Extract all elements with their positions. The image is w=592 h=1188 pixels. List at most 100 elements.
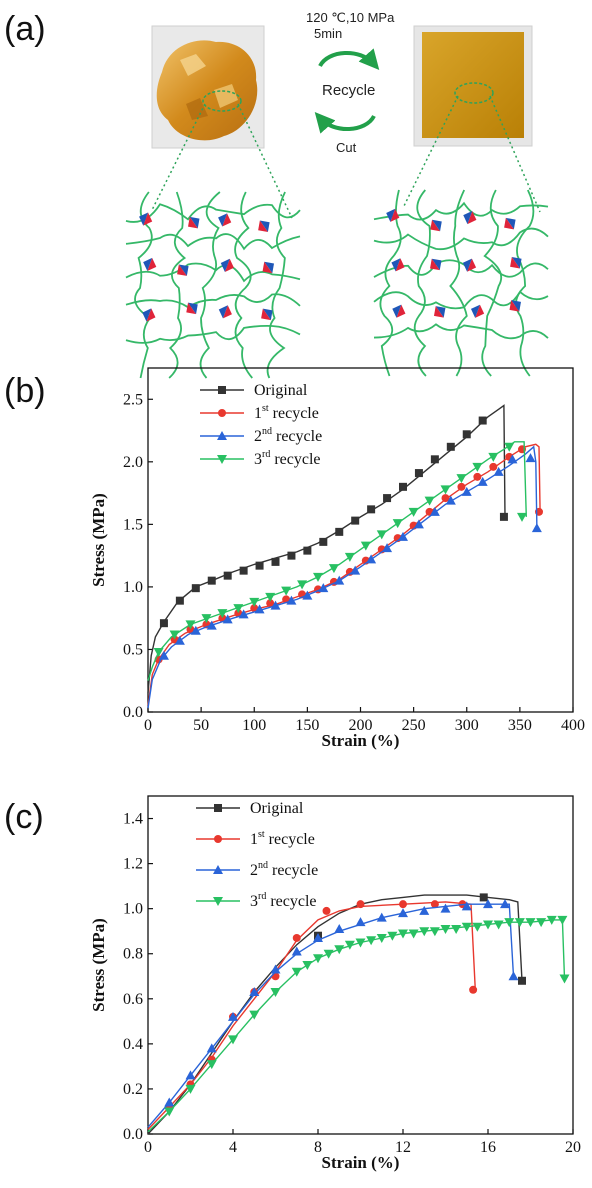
data-point bbox=[493, 466, 504, 476]
legend-label: 1st recycle bbox=[254, 403, 319, 422]
polymer-network-left bbox=[125, 191, 301, 379]
data-point bbox=[399, 900, 407, 909]
legend-label: Original bbox=[254, 382, 308, 399]
data-point bbox=[479, 893, 488, 902]
x-tick-label: 4 bbox=[229, 1139, 237, 1156]
data-point bbox=[440, 924, 451, 934]
x-tick-label: 400 bbox=[561, 717, 585, 734]
data-point bbox=[190, 625, 201, 635]
crosslink-icon bbox=[463, 210, 477, 225]
data-point bbox=[313, 954, 323, 964]
data-point bbox=[271, 557, 280, 566]
data-point bbox=[169, 630, 180, 640]
film-photo bbox=[413, 25, 533, 147]
legend-label: Original bbox=[250, 800, 304, 817]
data-point bbox=[254, 604, 265, 614]
data-point bbox=[218, 614, 227, 623]
y-tick-label: 0.0 bbox=[123, 1126, 143, 1143]
y-tick-label: 0.6 bbox=[123, 991, 143, 1008]
y-tick-label: 1.0 bbox=[123, 901, 143, 918]
data-point bbox=[356, 900, 365, 909]
series-2 bbox=[147, 900, 478, 1130]
x-tick-label: 300 bbox=[455, 717, 479, 734]
data-point bbox=[270, 600, 281, 610]
network-strand bbox=[373, 323, 549, 340]
data-point bbox=[302, 961, 313, 970]
x-tick-label: 8 bbox=[314, 1139, 322, 1156]
data-point bbox=[376, 933, 387, 943]
data-point bbox=[557, 915, 568, 925]
data-point bbox=[335, 527, 344, 536]
data-point bbox=[461, 922, 472, 932]
data-point bbox=[302, 590, 313, 600]
data-point bbox=[473, 472, 482, 481]
x-tick-label: 350 bbox=[508, 717, 532, 734]
flakes-zoom-circle bbox=[202, 90, 242, 112]
network-strand bbox=[125, 324, 301, 344]
crosslink-icon bbox=[430, 258, 442, 271]
series-line bbox=[147, 903, 515, 1128]
flakes-photo bbox=[151, 25, 265, 149]
data-point bbox=[478, 416, 487, 425]
data-point bbox=[158, 650, 169, 660]
data-point bbox=[387, 931, 398, 941]
network-strand bbox=[168, 191, 187, 379]
y-tick-label: 0.0 bbox=[123, 704, 143, 721]
data-point bbox=[514, 918, 525, 928]
crosslink-icon bbox=[392, 304, 406, 318]
data-point bbox=[291, 967, 302, 977]
data-point bbox=[429, 506, 440, 516]
data-point bbox=[483, 899, 493, 909]
y-tick-label: 2.5 bbox=[123, 391, 143, 408]
network-strand bbox=[373, 201, 549, 221]
data-point bbox=[456, 474, 467, 484]
y-axis-title: Stress (MPa) bbox=[89, 493, 108, 587]
legend-label: 3rd recycle bbox=[250, 891, 317, 910]
data-point bbox=[441, 494, 450, 503]
panel-c-label: (c) bbox=[4, 798, 44, 836]
data-point bbox=[488, 452, 499, 462]
network-strand bbox=[125, 203, 301, 223]
data-point bbox=[489, 462, 498, 471]
data-point bbox=[281, 586, 292, 596]
data-point bbox=[462, 430, 471, 439]
panel-c: (c) 0 4 8 12 16 20 0.0 0.2 0.4 0.6 0.8 1.0 1.2 1.4 Str… bbox=[4, 795, 581, 1172]
data-point bbox=[355, 917, 366, 927]
series-line bbox=[147, 404, 506, 694]
x-tick-label: 16 bbox=[480, 1139, 496, 1156]
legend: Original 1st recycle 2nd recycle 3rd recycl… bbox=[200, 382, 322, 468]
x-tick-label: 12 bbox=[395, 1139, 411, 1156]
data-point bbox=[319, 537, 328, 546]
data-point bbox=[206, 620, 217, 630]
crosslink-icon bbox=[188, 216, 200, 229]
data-point bbox=[238, 609, 249, 619]
data-point bbox=[429, 927, 440, 937]
data-point bbox=[164, 1107, 175, 1117]
crosslink-icon bbox=[433, 306, 446, 318]
data-point bbox=[446, 442, 455, 451]
data-point bbox=[419, 905, 430, 915]
data-point bbox=[472, 922, 483, 932]
panel-a: (a) 120 ℃,10 MPa 5min Recycle Cut bbox=[4, 10, 549, 379]
data-point bbox=[334, 945, 345, 955]
data-point bbox=[323, 949, 334, 959]
crosslink-icon bbox=[177, 264, 189, 276]
series-3 bbox=[147, 445, 542, 709]
crosslink-icon bbox=[509, 300, 521, 312]
series-1 bbox=[147, 404, 508, 694]
crosslink-icon bbox=[504, 217, 516, 230]
data-point bbox=[234, 609, 243, 618]
x-axis-title: Strain (%) bbox=[322, 1153, 400, 1172]
data-point bbox=[518, 976, 526, 985]
data-point bbox=[223, 571, 232, 580]
data-point bbox=[517, 512, 527, 522]
recycle-arrow-icon bbox=[318, 48, 380, 71]
data-point bbox=[525, 453, 536, 463]
crosslink-icon bbox=[262, 261, 275, 274]
data-point bbox=[398, 908, 408, 918]
data-point bbox=[424, 496, 435, 506]
data-point bbox=[469, 985, 478, 994]
data-point bbox=[159, 619, 168, 628]
x-tick-label: 0 bbox=[144, 1139, 152, 1156]
x-tick-label: 100 bbox=[242, 717, 266, 734]
